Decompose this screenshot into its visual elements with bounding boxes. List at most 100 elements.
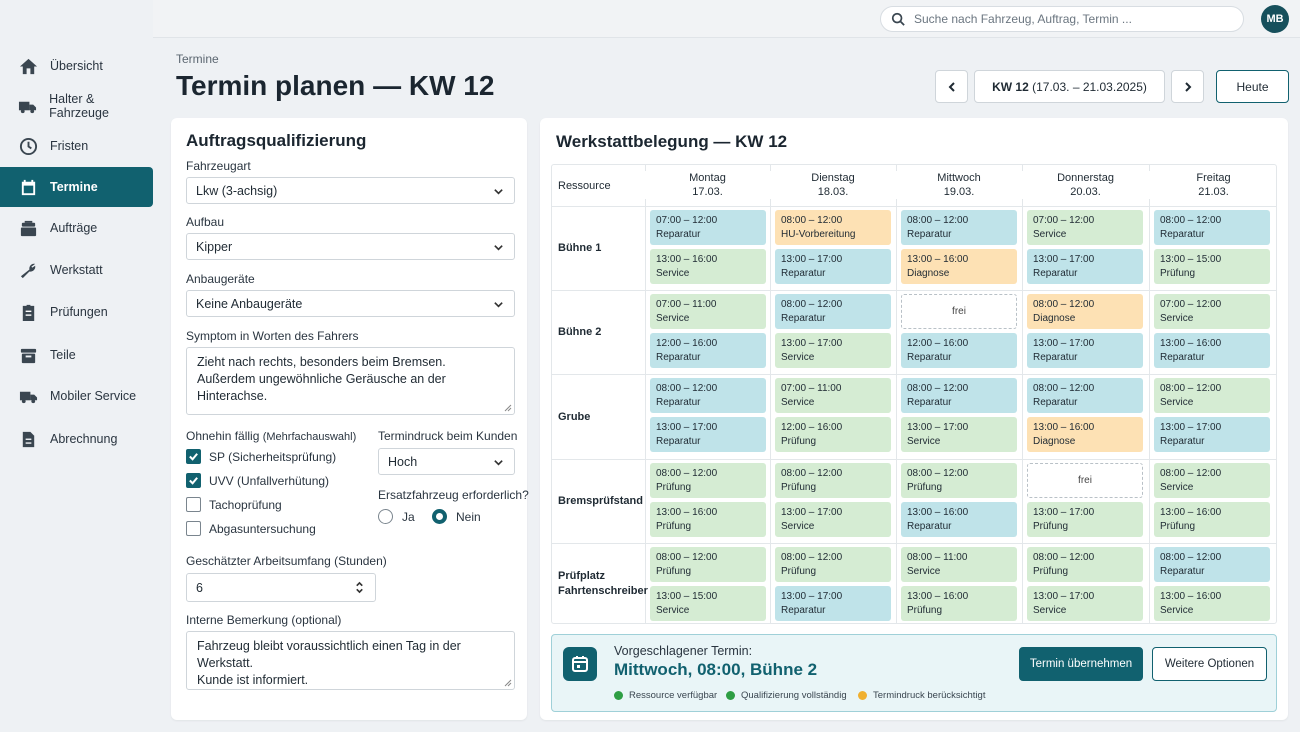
appointment-slot[interactable]: 13:00 – 17:00 Reparatur [1027, 249, 1143, 284]
appointment-slot[interactable]: 08:00 – 12:00 Service [1154, 463, 1270, 498]
appointment-slot[interactable]: 08:00 – 12:00 Reparatur [1027, 378, 1143, 413]
attachments-select[interactable]: Keine Anbaugeräte [186, 290, 515, 317]
appointment-slot[interactable]: 08:00 – 12:00 Diagnose [1027, 294, 1143, 329]
appointment-slot[interactable]: 07:00 – 11:00 Service [650, 294, 766, 329]
appointment-slot[interactable]: 08:00 – 12:00 HU-Vorbereitung [775, 210, 891, 245]
radio-label-yes: Ja [402, 509, 415, 524]
appointment-slot[interactable]: 08:00 – 12:00 Reparatur [775, 294, 891, 329]
free-slot[interactable]: frei [1027, 463, 1143, 498]
appointment-slot[interactable]: 13:00 – 17:00 Reparatur [1154, 417, 1270, 452]
day-date: 21.03. [1198, 186, 1229, 198]
appointment-slot[interactable]: 07:00 – 12:00 Service [1154, 294, 1270, 329]
appointment-slot[interactable]: 08:00 – 12:00 Prüfung [650, 463, 766, 498]
appointment-slot[interactable]: 08:00 – 12:00 Reparatur [1154, 547, 1270, 582]
replacement-no-radio[interactable]: Nein [432, 509, 481, 524]
appointment-slot[interactable]: 08:00 – 11:00 Service [901, 547, 1017, 582]
search-input[interactable]: Suche nach Fahrzeug, Auftrag, Termin ... [880, 6, 1244, 32]
appointment-slot[interactable]: 13:00 – 17:00 Service [1027, 586, 1143, 621]
resize-grip-icon[interactable] [504, 679, 512, 687]
appointment-slot[interactable]: 13:00 – 15:00 Service [650, 586, 766, 621]
appointment-slot[interactable]: 07:00 – 12:00 Service [1027, 210, 1143, 245]
sidebar-item-werkstatt[interactable]: Werkstatt [0, 250, 153, 290]
effort-stepper[interactable]: 6 [186, 573, 376, 602]
appointment-slot[interactable]: 08:00 – 12:00 Prüfung [650, 547, 766, 582]
appointment-slot[interactable]: 12:00 – 16:00 Reparatur [650, 333, 766, 368]
sidebar-item-übersicht[interactable]: Übersicht [0, 46, 153, 86]
appointment-slot[interactable]: 13:00 – 15:00 Prüfung [1154, 249, 1270, 284]
slot-type: Reparatur [1160, 352, 1205, 363]
checkbox[interactable] [186, 449, 201, 464]
appointment-slot[interactable]: 08:00 – 12:00 Reparatur [650, 378, 766, 413]
free-slot[interactable]: frei [901, 294, 1017, 329]
appointment-slot[interactable]: 12:00 – 16:00 Prüfung [775, 417, 891, 452]
remark-textarea[interactable]: Fahrzeug bleibt voraussichtlich einen Ta… [186, 631, 515, 690]
replacement-yes-radio[interactable]: Ja [378, 509, 415, 524]
day-date: 18.03. [817, 186, 849, 198]
resource-label: Prüfplatz Fahrtenschreiber [558, 570, 648, 597]
appointment-slot[interactable]: 13:00 – 17:00 Reparatur [650, 417, 766, 452]
checkbox[interactable] [186, 497, 201, 512]
appointment-slot[interactable]: 07:00 – 11:00 Service [775, 378, 891, 413]
appointment-slot[interactable]: 13:00 – 16:00 Diagnose [1027, 417, 1143, 452]
appointment-slot[interactable]: 08:00 – 12:00 Reparatur [901, 210, 1017, 245]
appointment-slot[interactable]: 13:00 – 17:00 Reparatur [775, 586, 891, 621]
week-display[interactable]: KW 12 (17.03. – 21.03.2025) [974, 70, 1165, 103]
body-select[interactable]: Kipper [186, 233, 515, 260]
appointment-slot[interactable]: 13:00 – 16:00 Diagnose [901, 249, 1017, 284]
due-checkbox[interactable]: Tachoprüfung [186, 497, 282, 512]
stepper-arrows-icon[interactable] [354, 580, 365, 594]
appointment-slot[interactable]: 13:00 – 17:00 Service [775, 502, 891, 537]
prev-week-button[interactable] [935, 70, 968, 103]
appointment-slot[interactable]: 08:00 – 12:00 Service [1154, 378, 1270, 413]
symptom-textarea[interactable]: Zieht nach rechts, besonders beim Bremse… [186, 347, 515, 415]
appointment-slot[interactable]: 13:00 – 16:00 Prüfung [1154, 502, 1270, 537]
appointment-slot[interactable]: 08:00 – 12:00 Prüfung [775, 547, 891, 582]
more-options-button[interactable]: Weitere Optionen [1152, 647, 1267, 681]
next-week-button[interactable] [1171, 70, 1204, 103]
appointment-slot[interactable]: 08:00 – 12:00 Reparatur [1154, 210, 1270, 245]
appointment-slot[interactable]: 08:00 – 12:00 Reparatur [901, 378, 1017, 413]
appointment-slot[interactable]: 13:00 – 17:00 Reparatur [1027, 333, 1143, 368]
slot-type: Diagnose [1033, 313, 1076, 324]
radio-circle[interactable] [378, 509, 393, 524]
appointment-slot[interactable]: 08:00 – 12:00 Prüfung [1027, 547, 1143, 582]
sidebar-item-aufträge[interactable]: Aufträge [0, 208, 153, 248]
checkbox[interactable] [186, 473, 201, 488]
sidebar-item-fristen[interactable]: Fristen [0, 126, 153, 166]
appointment-slot[interactable]: 13:00 – 16:00 Reparatur [901, 502, 1017, 537]
today-button[interactable]: Heute [1216, 70, 1289, 103]
vehicle-type-select[interactable]: Lkw (3-achsig) [186, 177, 515, 204]
checkbox[interactable] [186, 521, 201, 536]
appointment-slot[interactable]: 13:00 – 16:00 Service [650, 249, 766, 284]
appointment-slot[interactable]: 13:00 – 16:00 Prüfung [901, 586, 1017, 621]
appointment-slot[interactable]: 12:00 – 16:00 Reparatur [901, 333, 1017, 368]
sidebar-item-prüfungen[interactable]: Prüfungen [0, 292, 153, 332]
appointment-slot[interactable]: 13:00 – 16:00 Reparatur [1154, 333, 1270, 368]
sidebar-item-teile[interactable]: Teile [0, 335, 153, 375]
appointment-slot[interactable]: 13:00 – 17:00 Prüfung [1027, 502, 1143, 537]
sidebar-item-mobiler-service[interactable]: Mobiler Service [0, 376, 153, 416]
radio-circle[interactable] [432, 509, 447, 524]
due-checkbox[interactable]: UVV (Unfallverhütung) [186, 473, 329, 488]
slot-type: Prüfung [656, 482, 692, 493]
sidebar-item-termine[interactable]: Termine [0, 167, 153, 207]
resize-grip-icon[interactable] [504, 404, 512, 412]
slot-type: Reparatur [656, 229, 701, 240]
appointment-slot[interactable]: 13:00 – 17:00 Service [901, 417, 1017, 452]
appointment-slot[interactable]: 08:00 – 12:00 Prüfung [775, 463, 891, 498]
appointment-slot[interactable]: 13:00 – 16:00 Service [1154, 586, 1270, 621]
appointment-slot[interactable]: 13:00 – 17:00 Service [775, 333, 891, 368]
avatar[interactable]: MB [1261, 5, 1289, 33]
pressure-select[interactable]: Hoch [378, 448, 515, 475]
accept-appointment-button[interactable]: Termin übernehmen [1019, 647, 1143, 681]
appointment-slot[interactable]: 13:00 – 17:00 Reparatur [775, 249, 891, 284]
sidebar-item-halter-fahrzeuge[interactable]: Halter & Fahrzeuge [0, 86, 153, 126]
breadcrumb[interactable]: Termine [176, 52, 219, 66]
appointment-slot[interactable]: 07:00 – 12:00 Reparatur [650, 210, 766, 245]
slot-type: Reparatur [1160, 566, 1205, 577]
due-checkbox[interactable]: Abgasuntersuchung [186, 521, 316, 536]
appointment-slot[interactable]: 13:00 – 16:00 Prüfung [650, 502, 766, 537]
sidebar-item-abrechnung[interactable]: Abrechnung [0, 419, 153, 459]
due-checkbox[interactable]: SP (Sicherheitsprüfung) [186, 449, 336, 464]
appointment-slot[interactable]: 08:00 – 12:00 Prüfung [901, 463, 1017, 498]
